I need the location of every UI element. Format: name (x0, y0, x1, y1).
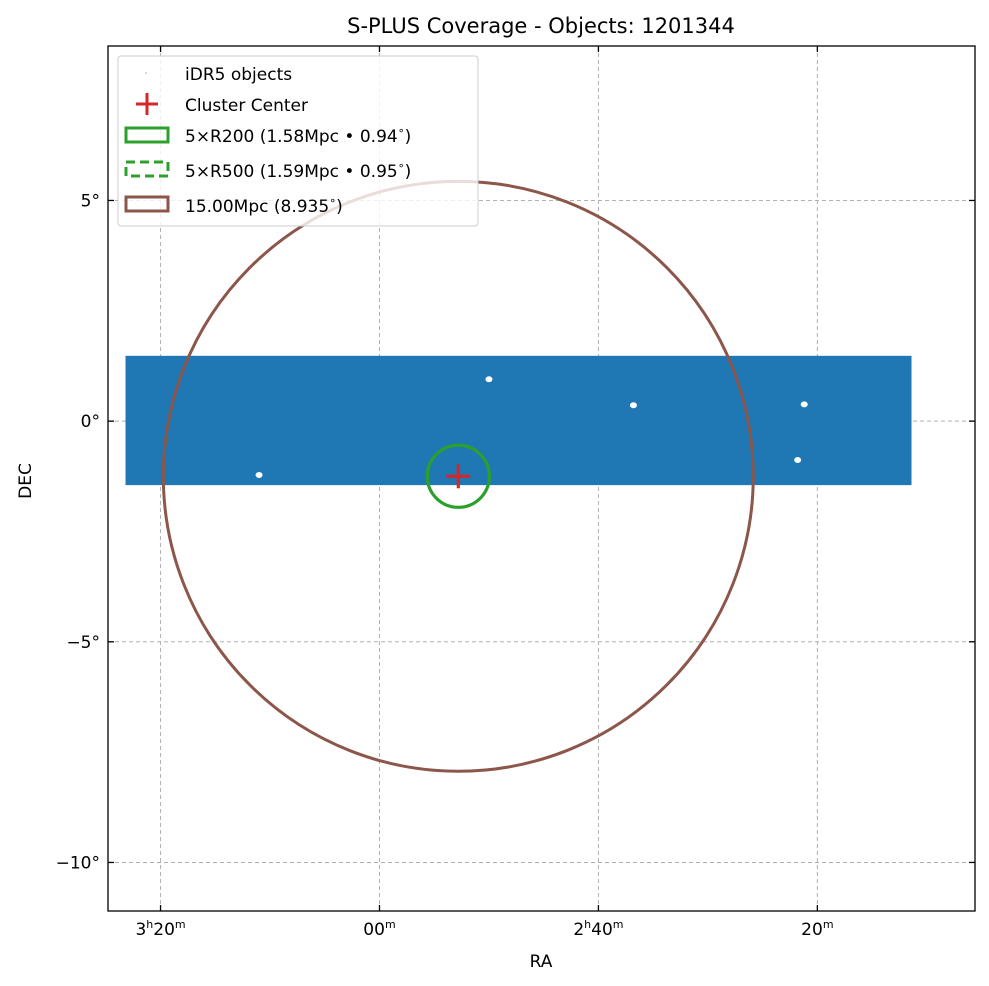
coverage-hole (255, 471, 263, 478)
legend-item-cluster-center: Cluster Center (136, 93, 308, 116)
legend-item-r500: 5×R500 (1.59Mpc • 0.95∘) (124, 159, 411, 182)
x-tick-label: 3h20m (135, 918, 185, 940)
y-tick-label: 5° (81, 191, 100, 211)
x-tick-label: 20m (801, 918, 833, 940)
legend-swatch-r500 (124, 160, 170, 178)
cluster-center-marker (446, 464, 471, 489)
legend-label-cluster-center: Cluster Center (185, 96, 308, 116)
legend-item-objects: iDR5 objects (145, 65, 292, 85)
x-axis-label: RA (530, 952, 553, 972)
r200-circle (425, 443, 491, 509)
legend-label-r500: 5×R500 (1.59Mpc • 0.95∘) (185, 159, 411, 182)
legend-item-r200: 5×R200 (1.58Mpc • 0.94∘) (124, 124, 411, 147)
y-tick-label: −10° (56, 853, 100, 873)
coverage-holes (255, 376, 808, 478)
y-tick-labels: 5° 0° −5° −10° (56, 191, 100, 873)
coverage-hole (794, 456, 802, 463)
legend-label-r200: 5×R200 (1.58Mpc • 0.94∘) (185, 124, 411, 147)
x-tick-labels: 3h20m 00m 2h40m 20m (135, 918, 833, 940)
coverage-hole (800, 401, 808, 408)
legend-swatch-15mpc (124, 195, 170, 213)
x-tick-label: 00m (363, 918, 395, 940)
y-tick-label: −5° (66, 633, 100, 653)
legend-marker-cross-icon (136, 93, 158, 115)
legend: iDR5 objects Cluster Center 5×R200 (1.58… (117, 55, 479, 227)
legend-label-15mpc: 15.00Mpc (8.935∘) (185, 194, 343, 217)
chart-title: S-PLUS Coverage - Objects: 1201344 (347, 14, 735, 38)
coverage-stripe (125, 355, 912, 486)
legend-swatch-r200 (124, 126, 170, 144)
x-tick-label: 2h40m (573, 918, 623, 940)
legend-marker-objects (145, 72, 147, 74)
legend-label-objects: iDR5 objects (185, 65, 292, 85)
legend-item-15mpc: 15.00Mpc (8.935∘) (124, 194, 343, 217)
legend-box (117, 55, 479, 227)
plot-frame (107, 45, 976, 912)
coverage-hole (629, 402, 637, 409)
coverage-hole (485, 376, 493, 383)
y-tick-label: 0° (81, 412, 100, 432)
plot-area (125, 179, 912, 773)
y-axis-label: DEC (16, 463, 36, 499)
axis-ticks (108, 46, 975, 911)
